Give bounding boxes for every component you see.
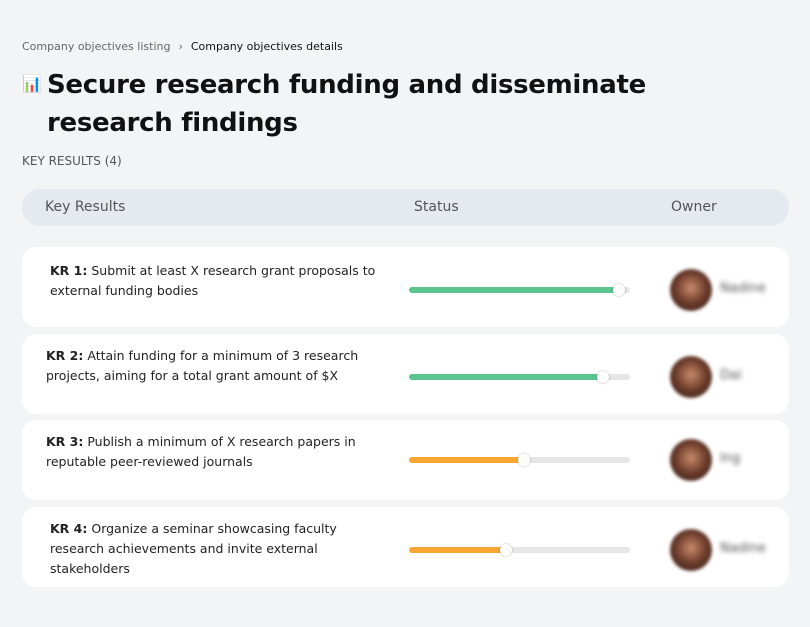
key-results-count: KEY RESULTS (4) [22, 154, 122, 168]
progress-knob [500, 544, 513, 556]
progress-bar [409, 371, 630, 383]
avatar [670, 529, 712, 571]
progress-bar [409, 454, 630, 466]
progress-knob [517, 454, 530, 466]
page-header: 📊 Secure research funding and disseminat… [22, 66, 762, 142]
key-result-id: KR 1: [50, 263, 88, 278]
avatar [670, 269, 712, 311]
table-row[interactable]: KR 3: Publish a minimum of X research pa… [22, 420, 789, 500]
page-title: Secure research funding and disseminate … [46, 70, 646, 138]
progress-bar [409, 544, 630, 556]
key-result-description: Organize a seminar showcasing faculty re… [50, 521, 337, 576]
key-result-text: KR 4: Organize a seminar showcasing facu… [50, 519, 380, 579]
table-row[interactable]: KR 2: Attain funding for a minimum of 3 … [22, 334, 789, 414]
owner-name: Ing [720, 451, 741, 466]
progress-fill [409, 457, 524, 463]
key-result-description: Attain funding for a minimum of 3 resear… [46, 348, 359, 383]
key-result-text: KR 1: Submit at least X research grant p… [50, 261, 380, 301]
breadcrumb-current: Company objectives details [190, 40, 343, 53]
key-result-text: KR 3: Publish a minimum of X research pa… [46, 432, 376, 472]
key-result-text: KR 2: Attain funding for a minimum of 3 … [46, 346, 376, 386]
owner-name: Dai [720, 368, 742, 383]
avatar [670, 356, 712, 398]
owner-name: Nadine [720, 541, 766, 556]
breadcrumb-parent-link[interactable]: Company objectives listing [22, 40, 171, 53]
key-result-id: KR 3: [46, 434, 84, 449]
progress-fill [409, 547, 507, 553]
key-result-id: KR 4: [50, 521, 88, 536]
progress-bar [409, 284, 630, 296]
column-key-results: Key Results [45, 199, 126, 215]
breadcrumb: Company objectives listing › Company obj… [22, 40, 343, 53]
owner-name: Nadine [720, 281, 766, 296]
key-result-id: KR 2: [46, 348, 84, 363]
table-row[interactable]: KR 4: Organize a seminar showcasing facu… [22, 507, 789, 587]
avatar [670, 439, 712, 481]
chevron-right-icon: › [178, 40, 183, 53]
table-row[interactable]: KR 1: Submit at least X research grant p… [22, 247, 789, 327]
column-status: Status [414, 199, 459, 215]
table-header: Key Results Status Owner [22, 189, 789, 226]
progress-fill [409, 374, 604, 380]
key-result-description: Submit at least X research grant proposa… [50, 263, 376, 298]
column-owner: Owner [671, 199, 717, 215]
progress-knob [597, 371, 610, 383]
progress-knob [612, 284, 625, 296]
key-result-description: Publish a minimum of X research papers i… [46, 434, 356, 469]
building-chart-icon: 📊 [22, 74, 42, 93]
progress-fill [409, 287, 619, 293]
